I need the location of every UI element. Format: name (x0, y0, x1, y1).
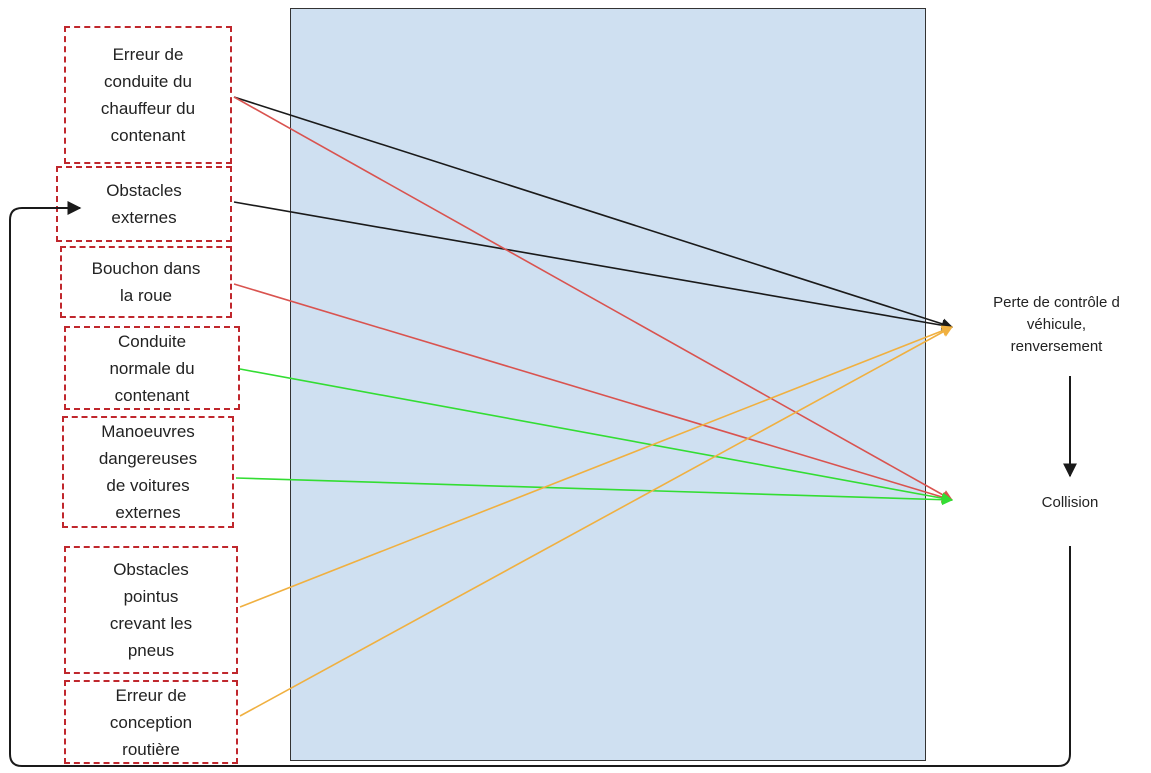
arrow-c4-to-collision (239, 368, 954, 504)
arrow-c3-to-collision (233, 283, 954, 503)
effect-collision: Collision (1041, 494, 1099, 511)
cause-box-sharp-obstacles: Obstacles pointus crevant les pneus (64, 546, 238, 674)
cause-box-dangerous-maneuvers: Manoeuvres dangereuses de voitures exter… (62, 416, 234, 528)
feedback-loop-arrow (9, 201, 1071, 767)
cause-box-normal-driving: Conduite normale du contenant (64, 326, 240, 410)
cause-box-external-obstacles: Obstacles externes (56, 166, 232, 242)
arrow-c1-to-collision (233, 96, 953, 501)
arrow-c2-to-loss-of-control (233, 201, 954, 331)
cause-box-road-design-error: Erreur de conception routière (64, 680, 238, 764)
cause-box-wheel-plug: Bouchon dans la roue (60, 246, 232, 318)
arrow-c1-to-loss-of-control (233, 96, 954, 330)
arrow-c6-to-loss-of-control (239, 325, 954, 608)
central-panel (290, 8, 926, 761)
cause-box-driver-error: Erreur de conduite du chauffeur du conte… (64, 26, 232, 164)
arrow-c5-to-collision (235, 477, 954, 506)
arrow-c7-to-loss-of-control (239, 326, 953, 717)
effect-loss-of-control: Perte de contrôle d véhicule, renverseme… (993, 294, 1120, 355)
